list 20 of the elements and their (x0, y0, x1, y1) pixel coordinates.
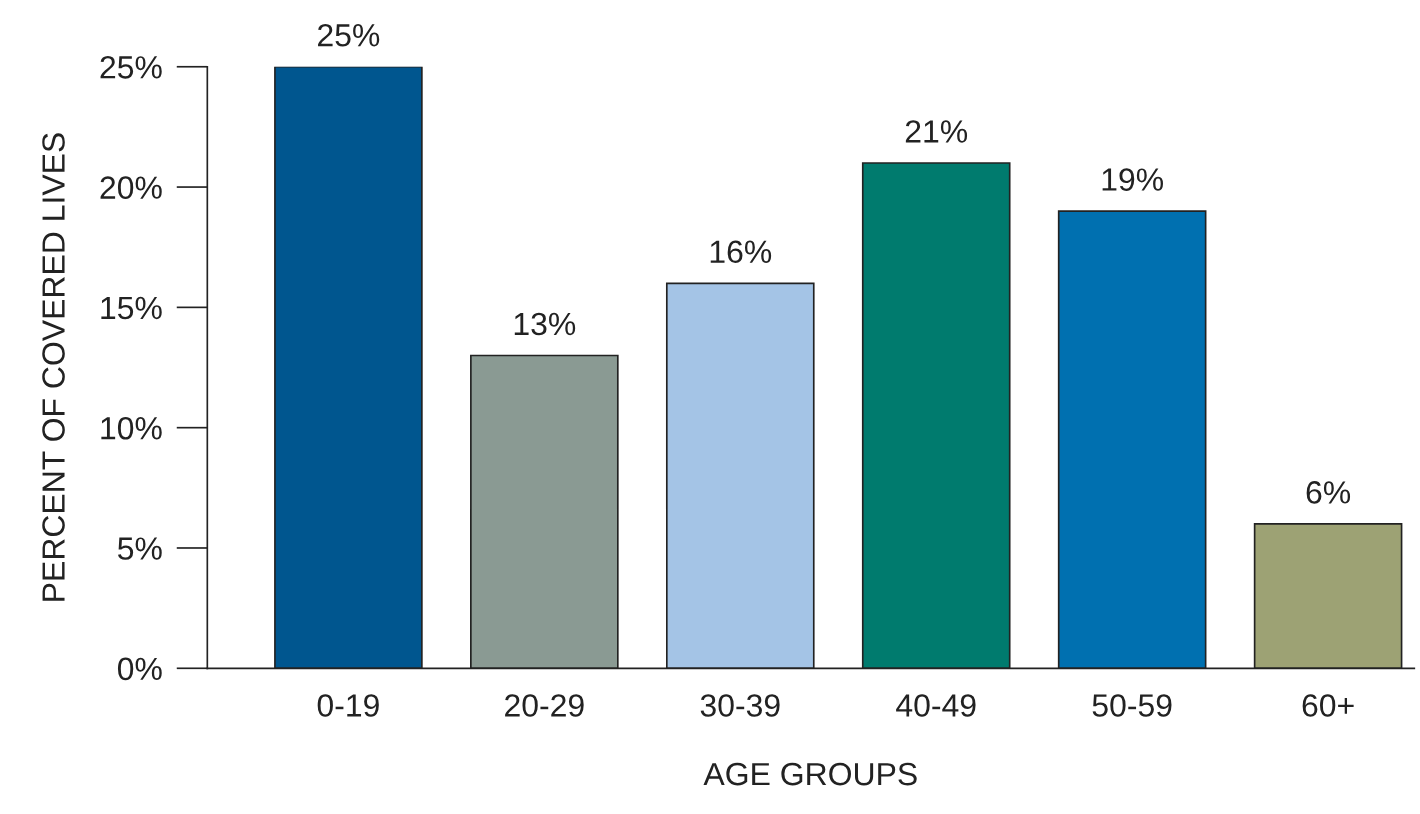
data-label: 6% (1306, 481, 1351, 504)
y-axis-title: PERCENT OF COVERED LIVES (42, 133, 65, 601)
x-tick-label: 20-29 (505, 694, 584, 717)
x-tick-label: 40-49 (896, 694, 976, 717)
y-tick-label: 20% (100, 176, 162, 199)
data-label: 16% (710, 240, 772, 264)
y-tick-label: 0% (117, 657, 162, 681)
y-tick-label: 25% (100, 56, 162, 79)
x-tick-label: 30-39 (700, 694, 780, 717)
y-tick-label: 15% (101, 296, 162, 320)
data-label: 13% (514, 312, 576, 336)
x-tick-label: 0-19 (317, 694, 379, 717)
y-tick-label: 5% (117, 537, 162, 560)
data-label: 25% (318, 23, 380, 47)
data-label: 19% (1102, 168, 1163, 191)
data-label: 21% (905, 120, 968, 143)
x-axis-title: AGE GROUPS (703, 762, 917, 786)
y-tick-label: 10% (101, 416, 162, 440)
x-tick-label: 50-59 (1092, 694, 1172, 717)
x-tick-label: 60+ (1302, 694, 1354, 717)
